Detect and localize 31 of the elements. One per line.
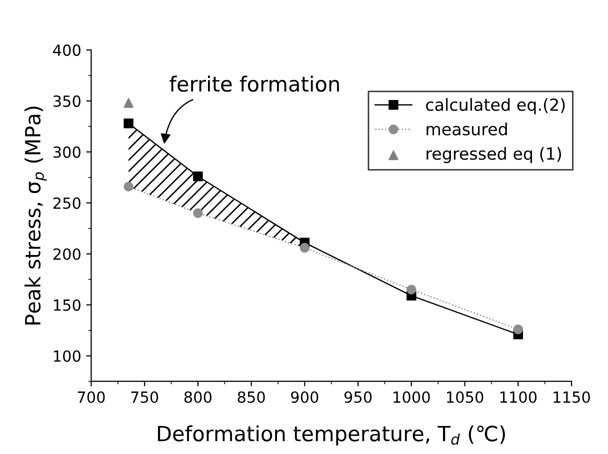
x-tick-label: 750	[131, 391, 158, 403]
x-tick-label: 850	[238, 391, 265, 403]
legend-label: calculated eq.(2)	[426, 98, 565, 114]
y-tick-label: 200	[53, 248, 80, 260]
y-tick-label: 350	[53, 95, 80, 107]
y-axis-title: Peak stress, σ$_{p}$ (MPa)	[24, 106, 47, 324]
x-tick-label: 700	[78, 391, 105, 403]
point	[124, 98, 134, 108]
x-tick-label: 1000	[394, 391, 430, 403]
x-tick-label: 1100	[500, 391, 537, 403]
y-tick-label: 100	[54, 350, 80, 362]
point	[406, 284, 416, 294]
x-tick-label: 800	[184, 391, 212, 403]
point	[300, 242, 310, 253]
point	[193, 172, 203, 182]
x-axis-title: Deformation temperature, T$_{d}$ (℃)	[158, 425, 505, 446]
x-tick-label: 1150	[554, 391, 590, 403]
point	[193, 208, 203, 218]
y-tick-label: 150	[54, 299, 80, 311]
y-tick-label: 300	[53, 146, 80, 158]
x-tick-label: 950	[344, 391, 372, 403]
point	[124, 182, 134, 192]
y-tick-label: 250	[53, 197, 80, 209]
x-tick-label: 900	[291, 391, 318, 403]
y-tick-label: 400	[53, 44, 80, 56]
x-tick-label: 1050	[447, 391, 484, 403]
legend-label: regressed eq (1)	[426, 147, 561, 164]
legend-label: measured	[426, 122, 507, 136]
point	[124, 118, 134, 128]
point	[513, 324, 524, 334]
annotation: ferrite formation	[170, 76, 339, 92]
